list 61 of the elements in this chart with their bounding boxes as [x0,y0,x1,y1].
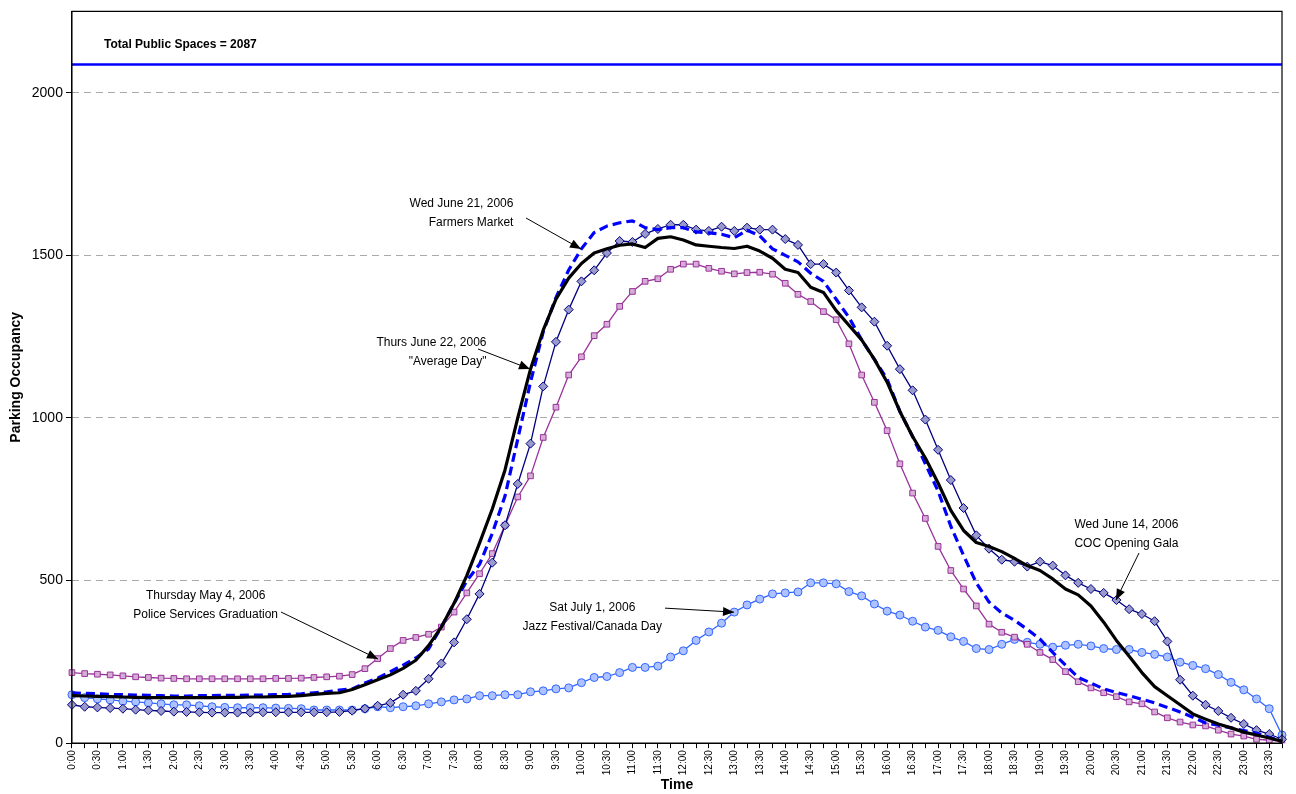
ref-line-label: Total Public Spaces = 2087 [103,37,258,52]
x-tick-label: 21:00 [1135,749,1147,776]
x-tick-label: 18:00 [982,749,994,776]
x-tick-label: 1:00 [116,749,128,770]
x-tick-label: 3:30 [244,749,256,770]
x-tick-label: 14:30 [804,749,816,776]
x-tick-label: 6:00 [371,749,383,770]
annotation: Thurs June 22, 2006 "Average Day" [376,335,487,369]
x-tick-label: 16:00 [880,749,892,776]
y-axis-title: Parking Occupancy [7,311,24,443]
x-tick-label: 12:30 [702,749,714,776]
x-tick-label: 0:30 [91,749,103,770]
x-tick-label: 4:00 [269,749,281,770]
x-tick-label: 13:00 [728,749,740,776]
x-tick-label: 0:00 [65,749,77,770]
y-tick-label: 2000 [31,83,64,100]
x-tick-label: 7:30 [447,749,459,770]
x-tick-label: 8:30 [498,749,510,770]
y-tick-label: 500 [39,571,64,588]
x-tick-label: 7:00 [422,749,434,770]
x-tick-label: 6:30 [396,749,408,770]
x-tick-label: 15:00 [829,749,841,776]
x-tick-label: 11:00 [626,749,638,775]
x-tick-label: 8:00 [473,749,485,770]
x-tick-label: 2:30 [193,749,205,770]
x-tick-label: 9:00 [524,749,536,770]
x-tick-label: 14:00 [778,749,790,776]
x-tick-label: 18:30 [1008,749,1020,776]
x-axis-title: Time [660,776,694,793]
x-tick-label: 13:30 [753,749,765,776]
annotation: Wed June 21, 2006 Farmers Market [409,195,515,229]
x-tick-label: 23:30 [1263,749,1275,776]
x-tick-label: 9:30 [549,749,561,770]
annotation: Thursday May 4, 2006 Police Services Graduation [133,587,279,621]
x-tick-label: 20:30 [1110,749,1122,776]
x-tick-label: 2:00 [167,749,179,770]
x-tick-label: 17:30 [957,749,969,776]
x-tick-label: 1:30 [142,749,154,770]
x-tick-label: 17:00 [931,749,943,776]
y-tick-label: 1500 [31,246,64,263]
x-tick-label: 11:30 [651,749,663,775]
y-tick-label: 1000 [31,408,64,425]
x-tick-label: 5:30 [345,749,357,770]
x-tick-label: 22:30 [1212,749,1224,776]
x-tick-label: 19:00 [1033,749,1045,776]
x-tick-label: 5:00 [320,749,332,770]
x-tick-label: 4:30 [294,749,306,770]
y-tick-label: 0 [55,734,64,751]
x-tick-label: 10:30 [600,749,612,776]
x-tick-label: 12:00 [677,749,689,776]
x-tick-label: 10:00 [575,749,587,776]
x-tick-label: 23:00 [1237,749,1249,776]
x-tick-label: 21:30 [1161,749,1173,776]
x-tick-label: 20:00 [1084,749,1096,776]
annotation: Sat July 1, 2006 Jazz Festival/Canada Day [522,600,662,634]
x-tick-label: 15:30 [855,749,867,776]
x-tick-label: 3:00 [218,749,230,770]
x-tick-label: 16:30 [906,749,918,776]
x-tick-label: 19:30 [1059,749,1071,776]
annotation: Wed June 14, 2006 COC Opening Gala [1074,517,1179,551]
x-tick-label: 22:00 [1186,749,1198,776]
